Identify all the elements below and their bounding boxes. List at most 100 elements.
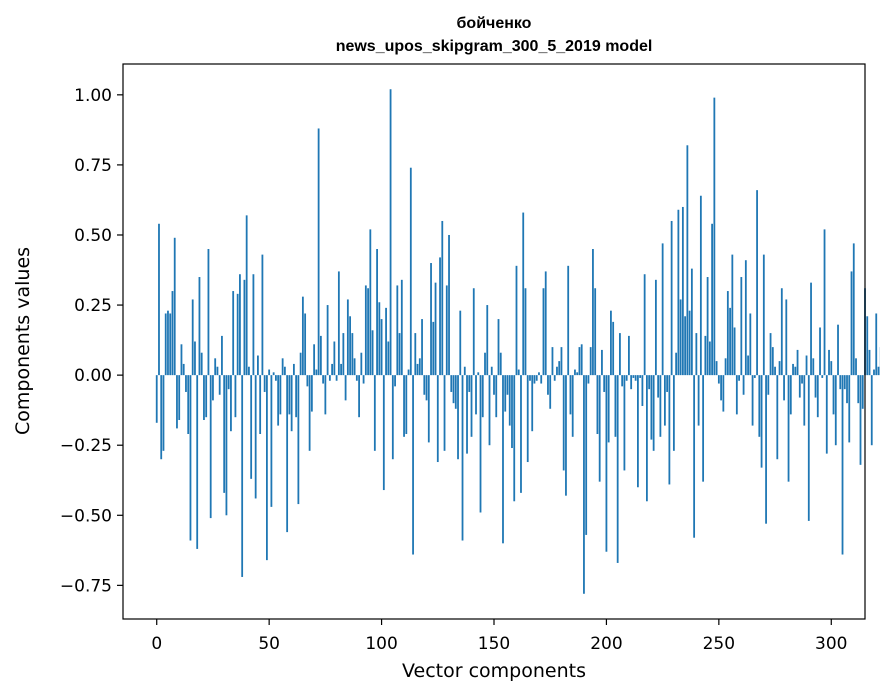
bar <box>448 235 450 375</box>
bar <box>709 342 711 376</box>
bar <box>262 255 264 376</box>
bar <box>653 375 655 451</box>
bar <box>190 375 192 540</box>
bar <box>801 375 803 383</box>
bar <box>507 375 509 395</box>
bar <box>574 370 576 376</box>
bar <box>752 375 754 425</box>
bar <box>428 375 430 442</box>
chart-title-line2: news_upos_skipgram_300_5_2019 model <box>336 38 653 55</box>
bar <box>790 375 792 414</box>
bar <box>824 229 826 375</box>
bar <box>210 375 212 518</box>
x-tick-label: 50 <box>258 634 280 654</box>
bar <box>720 375 722 400</box>
bar <box>432 322 434 375</box>
x-tick-label: 100 <box>365 634 397 654</box>
bar <box>846 375 848 403</box>
bar <box>347 299 349 375</box>
bar <box>419 358 421 375</box>
bar <box>772 347 774 375</box>
bar <box>633 375 635 378</box>
bar <box>601 350 603 375</box>
bar <box>468 375 470 392</box>
bar <box>819 327 821 375</box>
bar <box>659 375 661 437</box>
bar <box>581 344 583 375</box>
bar <box>758 375 760 437</box>
bar <box>311 375 313 411</box>
bar <box>871 375 873 445</box>
bar <box>376 249 378 375</box>
bar <box>815 375 817 397</box>
bar <box>761 375 763 468</box>
bar <box>367 288 369 375</box>
bar <box>673 375 675 451</box>
bar <box>583 375 585 594</box>
bar <box>563 375 565 470</box>
bar <box>466 375 468 453</box>
bar <box>450 375 452 392</box>
bar <box>639 375 641 378</box>
bar <box>509 375 511 425</box>
bar <box>606 375 608 552</box>
bar <box>410 168 412 375</box>
bar <box>453 375 455 403</box>
bar <box>693 375 695 538</box>
bar <box>736 375 738 414</box>
bar <box>372 330 374 375</box>
bar <box>196 375 198 549</box>
bar <box>441 221 443 375</box>
bar <box>747 356 749 376</box>
bar <box>866 316 868 375</box>
bar <box>527 375 529 462</box>
bar <box>646 375 648 501</box>
bar <box>682 207 684 375</box>
chart-title-line1: бойченко <box>457 15 532 32</box>
bar <box>612 322 614 375</box>
bar <box>401 280 403 375</box>
bar <box>516 266 518 375</box>
plot-frame <box>123 64 865 619</box>
bar <box>513 375 515 501</box>
bar <box>725 358 727 375</box>
bar <box>439 257 441 375</box>
y-tick-label: 0.25 <box>74 296 112 316</box>
bar <box>172 291 174 375</box>
bar <box>666 375 668 392</box>
bar <box>860 375 862 465</box>
bar <box>396 285 398 375</box>
bar <box>473 288 475 375</box>
bar <box>817 375 819 417</box>
bar <box>615 375 617 437</box>
bar <box>309 375 311 451</box>
bar <box>779 361 781 375</box>
bar <box>567 266 569 375</box>
bar <box>212 375 214 400</box>
bar <box>405 375 407 434</box>
bar <box>250 375 252 479</box>
bar <box>199 277 201 375</box>
bar <box>603 375 605 392</box>
bar <box>387 342 389 376</box>
bar <box>668 375 670 484</box>
bar <box>477 372 479 375</box>
bar <box>558 361 560 375</box>
bar <box>253 274 255 375</box>
bar <box>536 375 538 381</box>
y-tick-label: −0.25 <box>60 436 112 456</box>
bar <box>356 375 358 381</box>
bar <box>716 361 718 375</box>
bar <box>237 294 239 375</box>
bar <box>504 375 506 411</box>
bar <box>572 375 574 437</box>
bar <box>313 344 315 375</box>
bar <box>657 375 659 397</box>
bar <box>518 370 520 376</box>
bar <box>619 333 621 375</box>
bar <box>792 364 794 375</box>
y-tick-label: 0.00 <box>74 366 112 386</box>
bar <box>489 375 491 445</box>
bar <box>525 288 527 375</box>
